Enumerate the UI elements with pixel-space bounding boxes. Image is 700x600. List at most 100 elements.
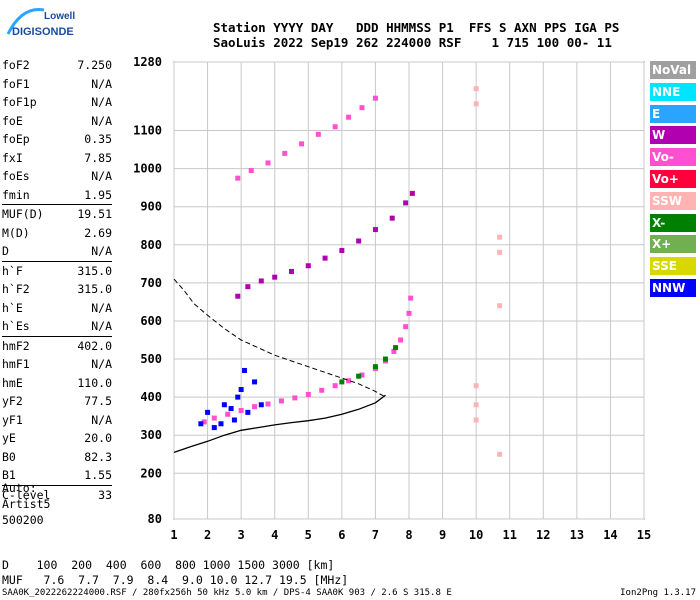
echo-point (201, 419, 207, 425)
header-line1: Station YYYY DAY DDD HHMMSS P1 FFS S AXN… (213, 20, 620, 35)
y-tick-label: 500 (140, 352, 162, 366)
auto-scaling-info: Auto: Artist5 500200 (2, 480, 50, 528)
param-label: foEp (2, 132, 30, 146)
legend-item-e: E (650, 104, 696, 123)
echo-point (383, 356, 388, 362)
param-row: B0 82.3 (2, 448, 112, 467)
echo-point (245, 409, 251, 415)
echo-point (245, 284, 251, 290)
y-tick-label: 1280 (133, 55, 162, 69)
echo-point (497, 451, 503, 457)
y-tick-label: 400 (140, 390, 162, 404)
echo-point (299, 141, 305, 147)
param-row: yE 20.0 (2, 429, 112, 448)
param-value: 77.5 (84, 394, 112, 408)
lowell-digisonde-logo: Lowell DIGISONDE (4, 4, 84, 40)
echo-point (497, 303, 503, 309)
file-info-footer: SAA0K_2022262224000.RSF / 280fx256h 50 k… (2, 588, 452, 598)
param-value: N/A (91, 113, 112, 128)
x-tick-label: 3 (238, 528, 245, 542)
echo-point (497, 249, 503, 255)
param-row: fxI 7.85 (2, 149, 112, 168)
param-label: D (2, 244, 9, 258)
param-row: hmF1 N/A (2, 355, 112, 374)
param-value: 110.0 (77, 375, 112, 390)
param-value: N/A (91, 412, 112, 427)
echo-point (238, 387, 244, 393)
echo-point (258, 278, 264, 284)
param-value: N/A (91, 357, 112, 371)
param-label: yF2 (2, 394, 23, 408)
legend-item-x: X+ (650, 235, 696, 254)
echo-point (346, 378, 352, 384)
x-tick-label: 1 (170, 528, 177, 542)
logo-graphic: Lowell DIGISONDE (6, 8, 75, 38)
param-label: foF1 (2, 76, 30, 91)
echo-point (409, 190, 415, 196)
param-label: C-level (2, 487, 51, 502)
param-label: h`E (2, 300, 23, 315)
x-tick-label: 9 (439, 528, 446, 542)
legend-item-vo: Vo+ (650, 169, 696, 188)
echo-points (198, 86, 503, 457)
echo-point (406, 310, 412, 316)
echo-point (211, 415, 217, 421)
echo-point (258, 402, 264, 408)
echo-point (238, 407, 244, 413)
param-separator (2, 204, 112, 205)
x-tick-label: 7 (372, 528, 379, 542)
header-line2: SaoLuis 2022 Sep19 262 224000 RSF 1 715 … (213, 35, 612, 50)
param-value: 315.0 (77, 263, 112, 278)
echo-point (205, 409, 211, 415)
echo-point (265, 401, 271, 407)
echo-point (248, 168, 254, 174)
logo-line1: Lowell (44, 11, 75, 22)
param-label: M(D) (2, 225, 30, 240)
legend-item-sse: SSE (650, 257, 696, 276)
echo-point (359, 105, 365, 111)
param-value: 20.0 (84, 431, 112, 445)
y-tick-label: 800 (140, 238, 162, 252)
echo-point (497, 234, 503, 240)
echo-point (391, 348, 397, 354)
grid-lines (173, 61, 645, 520)
param-row: h`Es N/A (2, 317, 112, 336)
param-value: N/A (91, 76, 112, 91)
param-row: foF2 7.250 (2, 56, 112, 75)
echo-point (356, 373, 362, 379)
echo-point (319, 387, 325, 393)
echo-point (235, 394, 241, 400)
param-label: MUF(D) (2, 207, 44, 221)
x-tick-label: 4 (271, 528, 278, 542)
x-tick-label: 11 (502, 528, 516, 542)
param-value: 2.69 (84, 225, 112, 240)
x-tick-label: 12 (536, 528, 550, 542)
param-label: fxI (2, 150, 23, 165)
echo-point (332, 124, 338, 130)
echo-point (235, 175, 241, 181)
echo-point (346, 114, 352, 120)
echo-point (265, 160, 271, 166)
y-tick-label: 200 (140, 466, 162, 480)
param-label: yF1 (2, 412, 23, 427)
station-header: Station YYYY DAY DDD HHMMSS P1 FFS S AXN… (213, 20, 619, 50)
echo-point (198, 421, 204, 427)
param-row: yF2 77.5 (2, 392, 112, 411)
param-label: foE (2, 113, 23, 128)
echo-point (398, 337, 404, 343)
y-tick-label: 700 (140, 276, 162, 290)
legend-item-x: X- (650, 213, 696, 232)
echo-point (242, 367, 247, 373)
param-label: h`F2 (2, 282, 30, 296)
param-row: hmF2 402.0 (2, 337, 112, 356)
muf-row: MUF 7.6 7.7 7.9 8.4 9.0 10.0 12.7 19.5 [… (2, 573, 349, 587)
echo-point (289, 268, 294, 274)
x-tick-label: 8 (405, 528, 412, 542)
echo-point (218, 421, 224, 427)
y-tick-label: 600 (140, 314, 162, 328)
echo-point (305, 263, 311, 269)
distance-row: D 100 200 400 600 800 1000 1500 3000 [km… (2, 558, 335, 572)
echo-point (473, 383, 479, 389)
echo-point (252, 379, 258, 385)
